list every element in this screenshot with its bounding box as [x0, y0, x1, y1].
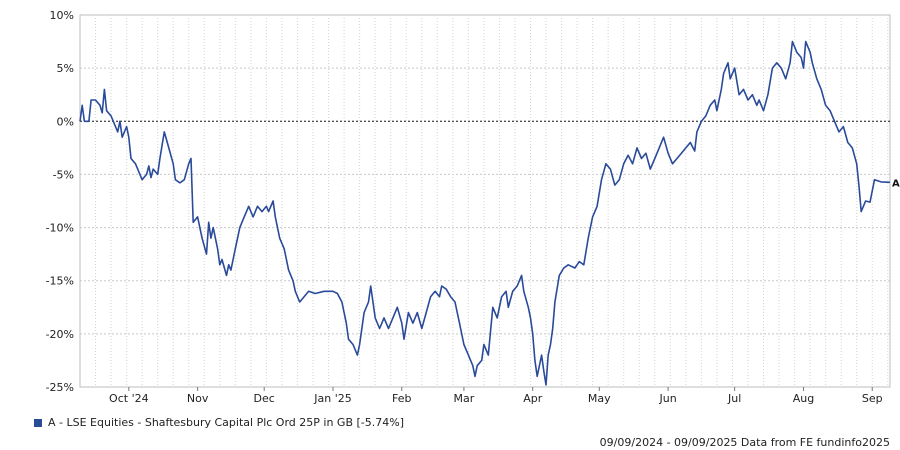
y-tick-label: 0%: [57, 115, 74, 128]
x-tick-label: Sep: [862, 392, 883, 405]
axis-layer: 10% 5% 0% -5% -10% -15% -20% -25% Oct '24 Nov Dec J…: [46, 9, 883, 405]
line-chart: 10% 5% 0% -5% -10% -15% -20% -25% Oct '24 Nov Dec J…: [46, 9, 900, 405]
y-tick-label: -20%: [46, 328, 74, 341]
series-end-label: A: [892, 178, 900, 189]
x-tick-label: Mar: [454, 392, 475, 405]
plot-border: [79, 14, 891, 388]
y-tick-label: 5%: [57, 62, 74, 75]
legend: A - LSE Equities - Shaftesbury Capital P…: [34, 416, 404, 429]
grid-layer: [79, 14, 891, 388]
y-tick-label: -25%: [46, 381, 74, 394]
series-line: [79, 40, 891, 386]
x-tick-label: Nov: [187, 392, 209, 405]
series-layer: A: [79, 40, 900, 386]
x-tick-label: Dec: [254, 392, 275, 405]
legend-label: A - LSE Equities - Shaftesbury Capital P…: [48, 416, 404, 429]
x-tick-label: Aug: [793, 392, 814, 405]
source-footer: 09/09/2024 - 09/09/2025 Data from FE fun…: [599, 436, 890, 449]
y-tick-label: -15%: [46, 275, 74, 288]
y-tick-label: -10%: [46, 222, 74, 235]
x-tick-label: Jan '25: [313, 392, 351, 405]
legend-swatch: [34, 418, 42, 427]
y-tick-label: 10%: [50, 9, 74, 22]
x-tick-label: Oct '24: [109, 392, 149, 405]
x-tick-label: Jun: [658, 392, 676, 405]
x-tick-label: Jul: [727, 392, 741, 405]
x-tick-label: May: [588, 392, 611, 405]
x-tick-label: Apr: [523, 392, 543, 405]
x-tick-label: Feb: [392, 392, 411, 405]
y-tick-label: -5%: [53, 168, 74, 181]
